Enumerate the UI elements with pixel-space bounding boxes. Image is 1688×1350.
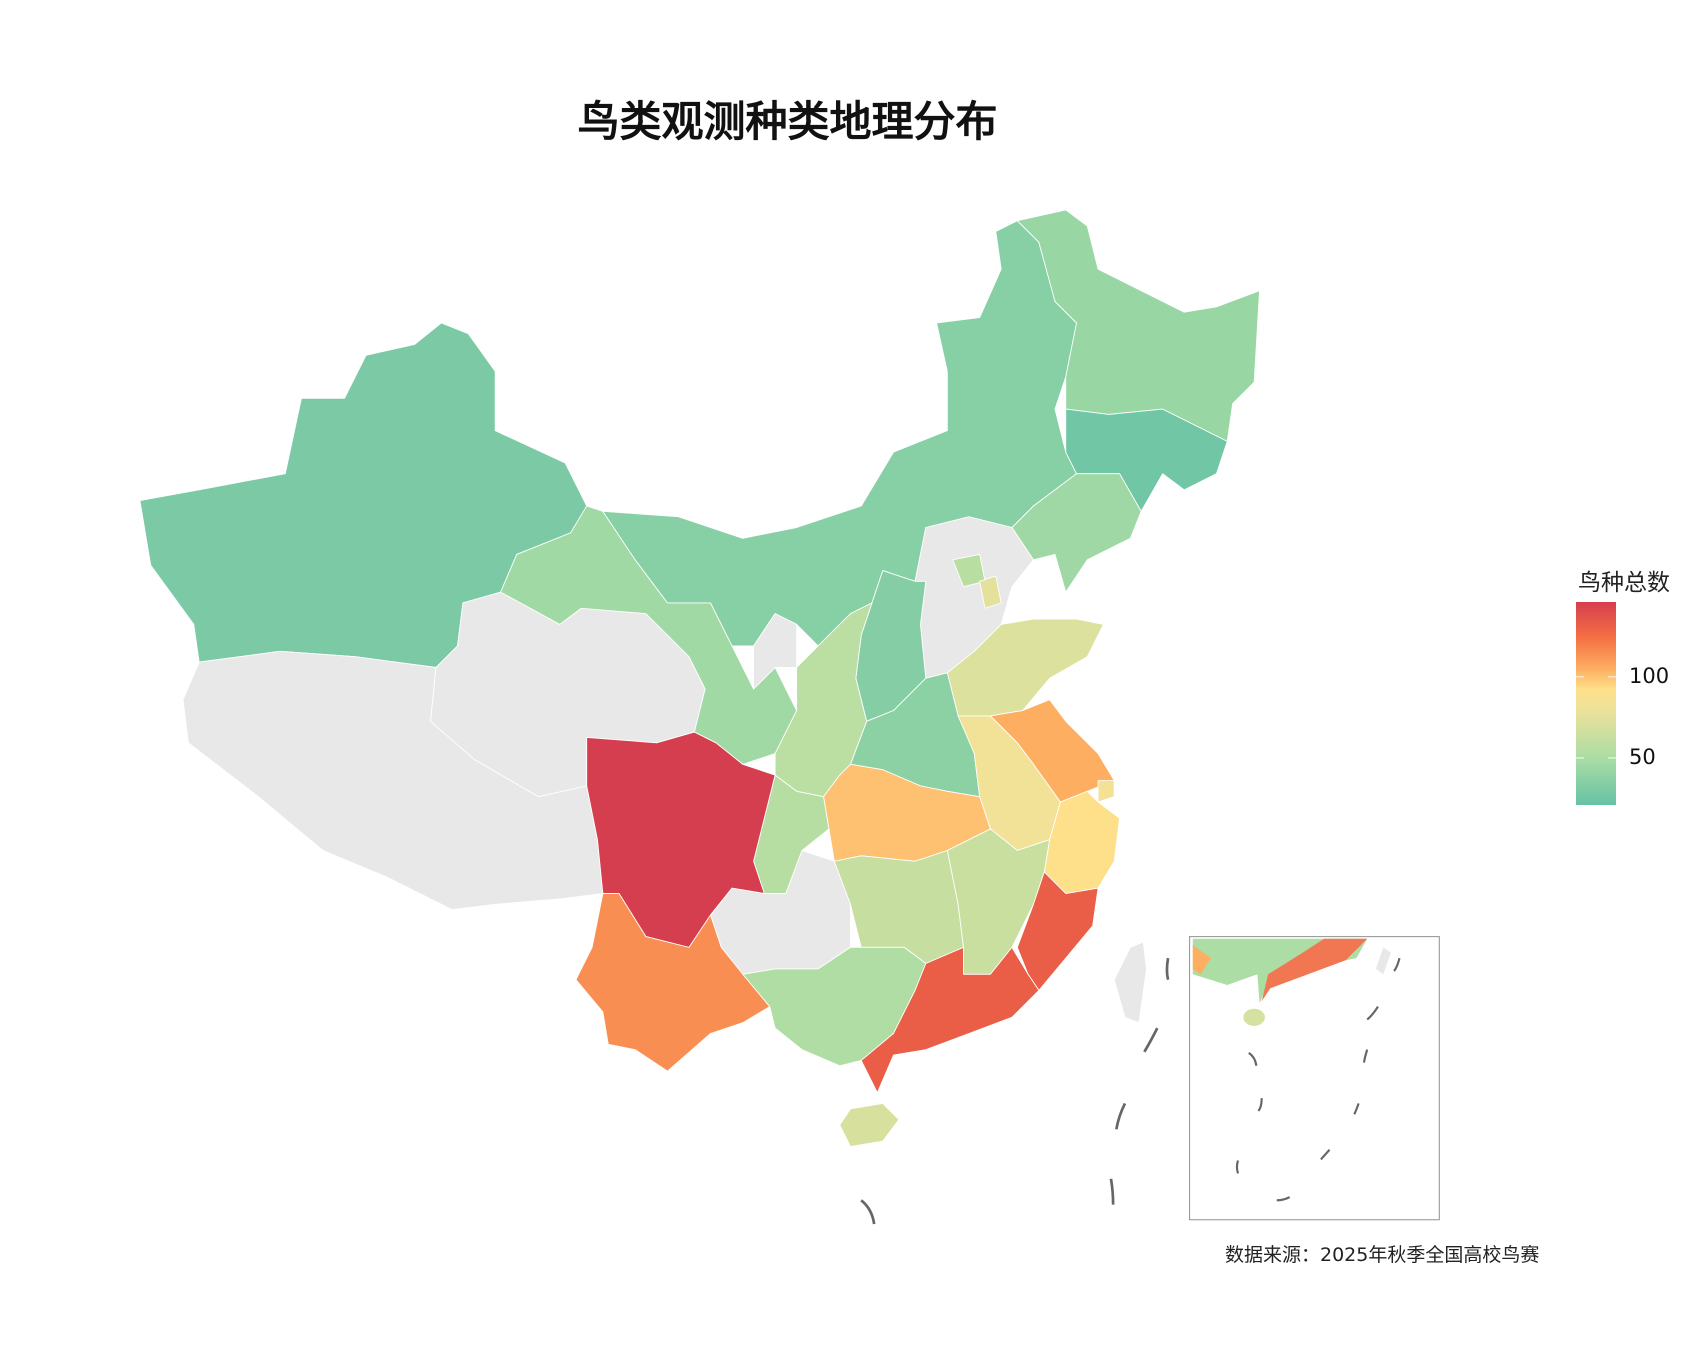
- region-海南: [839, 1103, 900, 1147]
- region-湖南: [833, 850, 964, 964]
- region-甘肃: [500, 505, 798, 765]
- region-天津: [979, 575, 1002, 609]
- region-黑龙江: [1016, 209, 1260, 442]
- nine-dash-line: [860, 957, 1170, 1225]
- caption: 数据来源：2025年秋季全国高校鸟赛: [1225, 1244, 1540, 1266]
- region-江西: [946, 828, 1051, 975]
- region-云南: [575, 893, 771, 1072]
- region-宁夏: [753, 613, 798, 690]
- legend-colorbar: [1576, 602, 1616, 805]
- region-上海: [1097, 780, 1115, 803]
- map-title: 鸟类观测种类地理分布: [577, 97, 998, 146]
- south-china-sea-inset: [1189, 936, 1440, 1221]
- legend-tick-50: 50: [1629, 744, 1656, 769]
- region-福建: [1016, 871, 1099, 991]
- legend-title: 鸟种总数: [1578, 570, 1670, 596]
- legend-tick-100: 100: [1629, 663, 1670, 688]
- region-台湾: [1113, 941, 1147, 1024]
- region-广东: [860, 946, 1040, 1094]
